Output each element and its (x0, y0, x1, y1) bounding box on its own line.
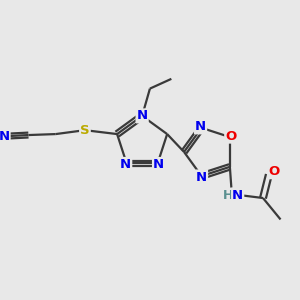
Text: N: N (120, 158, 131, 171)
Text: S: S (80, 124, 90, 137)
Text: H: H (223, 189, 233, 202)
Text: N: N (153, 158, 164, 171)
Text: O: O (268, 165, 279, 178)
Text: N: N (0, 130, 10, 142)
Text: O: O (225, 130, 236, 142)
Text: N: N (232, 189, 243, 202)
Text: N: N (136, 110, 148, 122)
Text: N: N (195, 120, 206, 134)
Text: N: N (196, 170, 207, 184)
